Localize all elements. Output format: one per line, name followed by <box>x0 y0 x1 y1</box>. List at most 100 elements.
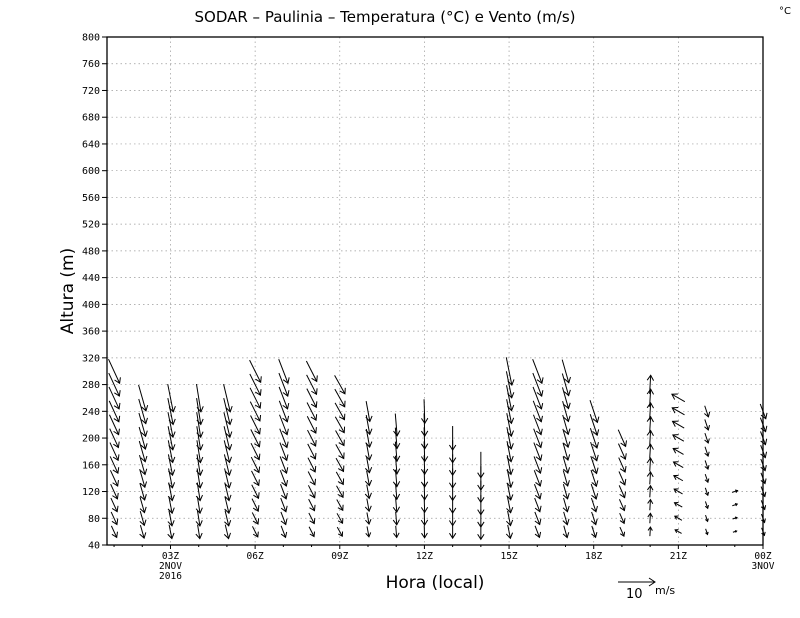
wind-vector-head <box>646 374 655 381</box>
wind-vector-shaft <box>704 487 709 496</box>
wind-vector-shaft <box>506 385 513 411</box>
wind-vector-head <box>477 497 485 504</box>
wind-vector-head <box>338 426 346 434</box>
wind-vector-head <box>392 519 400 526</box>
wind-vector-head <box>591 493 599 500</box>
wind-vector-head <box>448 495 457 502</box>
wind-vector-shaft <box>251 512 259 525</box>
wind-vector-head <box>111 518 119 526</box>
wind-vector-head <box>364 492 372 500</box>
wind-vector-shaft <box>505 357 513 386</box>
wind-vector-shaft <box>110 525 118 538</box>
wind-vector-head <box>280 531 288 539</box>
wind-vector-shaft <box>250 429 260 447</box>
wind-vector <box>590 511 598 526</box>
wind-vector-shaft <box>395 525 398 538</box>
wind-vector-head <box>365 415 373 423</box>
wind-vector-head <box>392 455 401 463</box>
wind-vector-shaft <box>249 373 261 396</box>
wind-vector <box>532 400 543 423</box>
wind-vector-shaft <box>167 440 174 463</box>
wind-vector-shaft <box>589 427 598 449</box>
wind-vector <box>195 496 203 515</box>
y-tick-label: 40 <box>88 541 100 552</box>
wind-vector-head <box>365 467 373 474</box>
wind-vector-shaft <box>561 359 570 383</box>
wind-vector <box>195 383 204 413</box>
wind-vector-head <box>280 518 288 526</box>
wind-vector <box>673 474 684 482</box>
wind-vector-shaft <box>365 401 371 422</box>
x-tick-label: 06Z <box>247 551 264 562</box>
wind-vector-head <box>254 414 262 422</box>
wind-vector-shaft <box>224 496 230 514</box>
wind-vector <box>704 501 709 510</box>
wind-vector <box>646 470 654 485</box>
wind-vector-head <box>282 428 289 436</box>
wind-vector <box>506 510 514 527</box>
wind-vector <box>705 528 709 536</box>
wind-vector <box>589 414 600 437</box>
wind-vector-shaft <box>671 393 686 403</box>
wind-vector-head <box>111 531 118 539</box>
wind-vector-shaft <box>533 470 541 487</box>
wind-vector <box>646 401 654 420</box>
wind-vector-head <box>734 530 738 533</box>
x-tick-label: 03Z <box>162 551 179 562</box>
wind-vector-head <box>592 442 599 449</box>
wind-vector-head <box>255 376 262 384</box>
wind-vector-head <box>420 456 429 463</box>
wind-vector-head <box>224 482 232 489</box>
wind-vector-head <box>282 390 290 397</box>
wind-vector <box>223 412 233 439</box>
wind-vector <box>562 470 570 487</box>
wind-vector-head <box>674 529 679 533</box>
wind-vector-shaft <box>278 359 289 384</box>
wind-vector <box>167 510 175 527</box>
wind-vector-head <box>590 518 598 526</box>
wind-vector-head <box>365 441 373 449</box>
wind-vector-shaft <box>561 373 570 396</box>
wind-vector <box>334 402 346 421</box>
wind-vector-head <box>760 451 768 459</box>
wind-vector-shaft <box>533 456 541 474</box>
wind-vector-head <box>365 518 372 525</box>
wind-vector <box>646 388 655 407</box>
wind-vector-shaft <box>335 444 345 459</box>
y-tick-label: 80 <box>88 514 100 525</box>
wind-vector <box>562 442 571 462</box>
wind-vector-shaft <box>649 485 651 498</box>
wind-vector-head <box>140 455 148 463</box>
wind-vector-shaft <box>167 398 174 425</box>
wind-vector-shaft <box>223 454 230 476</box>
wind-vector-head <box>506 455 514 463</box>
wind-vector-head <box>225 431 233 439</box>
wind-vector-shaft <box>534 525 540 538</box>
wind-vectors <box>108 357 768 541</box>
wind-vector-shaft <box>336 485 344 498</box>
wind-vector <box>335 471 345 486</box>
wind-vector <box>138 398 148 425</box>
wind-vector-shaft <box>506 427 512 450</box>
wind-vector-head <box>167 532 175 540</box>
wind-vector-head <box>704 424 711 431</box>
wind-vector-head <box>112 467 120 475</box>
wind-vector <box>109 414 120 436</box>
wind-vector <box>506 482 514 501</box>
wind-vector <box>278 372 290 397</box>
wind-vector-shaft <box>196 398 202 425</box>
wind-vector-head <box>393 532 400 539</box>
wind-vector <box>335 430 345 447</box>
wind-vector <box>562 497 570 513</box>
wind-vector-shaft <box>139 525 145 539</box>
wind-vector <box>167 440 176 464</box>
wind-vector <box>562 525 570 539</box>
wind-vector-shaft <box>336 513 343 524</box>
wind-vector-head <box>562 518 570 526</box>
wind-vector-shaft <box>336 499 344 511</box>
wind-vector-head <box>195 532 203 540</box>
wind-vector-shaft <box>672 448 684 455</box>
wind-vector <box>590 483 599 500</box>
wind-vector-head <box>140 417 148 425</box>
wind-vector-head <box>282 377 290 385</box>
